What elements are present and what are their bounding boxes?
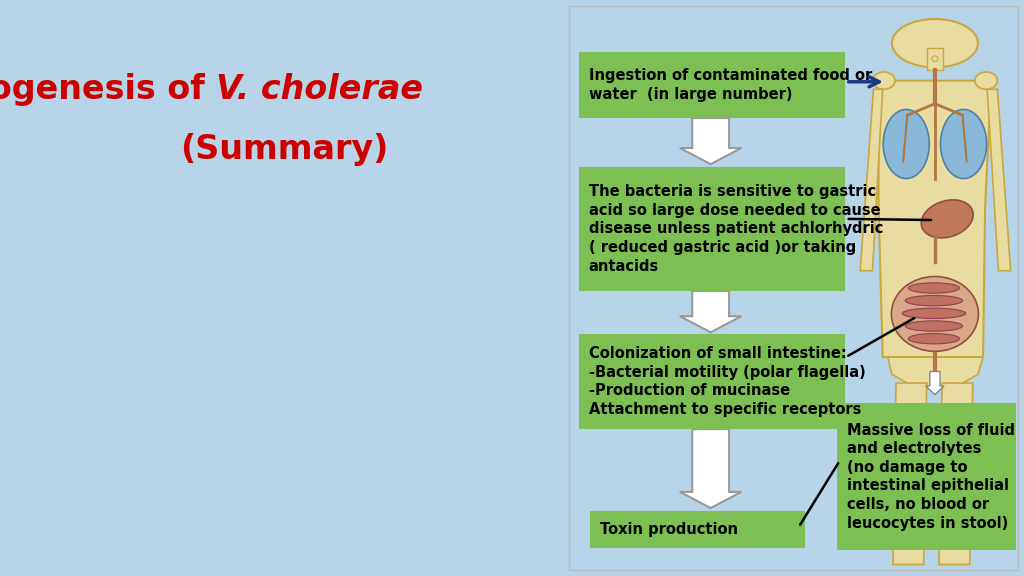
Polygon shape	[939, 383, 973, 564]
Text: Massive loss of fluid
and electrolytes
(no damage to
intestinal epithelial
cells: Massive loss of fluid and electrolytes (…	[847, 423, 1015, 530]
Text: Colonization of small intestine:
-Bacterial motility (polar flagella)
-Productio: Colonization of small intestine: -Bacter…	[589, 346, 865, 417]
Polygon shape	[680, 291, 741, 332]
Text: Pathogenesis of: Pathogenesis of	[0, 73, 216, 106]
Ellipse shape	[975, 72, 997, 89]
Ellipse shape	[922, 200, 973, 238]
Ellipse shape	[902, 308, 966, 319]
Text: V. cholerae: V. cholerae	[216, 73, 423, 106]
FancyBboxPatch shape	[927, 48, 943, 70]
Ellipse shape	[905, 295, 963, 306]
Ellipse shape	[940, 109, 986, 179]
Text: Ingestion of contaminated food or
water  (in large number): Ingestion of contaminated food or water …	[589, 68, 872, 102]
Polygon shape	[987, 89, 1011, 271]
Ellipse shape	[908, 283, 959, 293]
FancyBboxPatch shape	[579, 167, 845, 291]
Circle shape	[892, 19, 978, 67]
FancyBboxPatch shape	[590, 511, 805, 548]
Ellipse shape	[891, 276, 979, 351]
FancyBboxPatch shape	[837, 403, 1016, 550]
Ellipse shape	[905, 321, 963, 331]
Polygon shape	[893, 383, 927, 564]
Ellipse shape	[908, 334, 959, 344]
Text: (Summary): (Summary)	[180, 133, 388, 166]
Polygon shape	[883, 357, 983, 389]
Ellipse shape	[932, 56, 938, 62]
FancyBboxPatch shape	[579, 334, 845, 429]
Polygon shape	[879, 81, 991, 357]
Polygon shape	[860, 89, 883, 271]
Polygon shape	[680, 118, 741, 164]
FancyBboxPatch shape	[579, 52, 845, 118]
Text: Toxin production: Toxin production	[600, 522, 738, 537]
Ellipse shape	[883, 109, 930, 179]
Ellipse shape	[872, 72, 895, 89]
Polygon shape	[926, 372, 944, 395]
Text: The bacteria is sensitive to gastric
acid so large dose needed to cause
disease : The bacteria is sensitive to gastric aci…	[589, 184, 883, 274]
Polygon shape	[680, 429, 741, 508]
